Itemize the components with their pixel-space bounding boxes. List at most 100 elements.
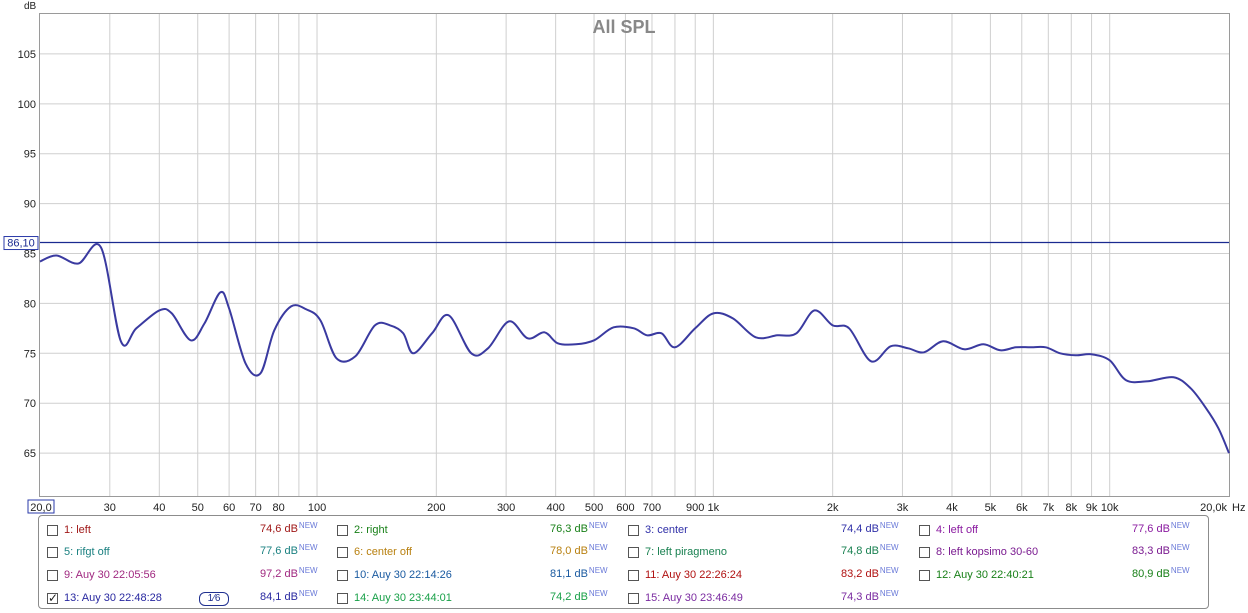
legend-label[interactable]: 5: rifgt off (64, 546, 110, 558)
legend-value: 81,1 dBNEW (550, 566, 608, 580)
legend-checkbox[interactable] (47, 569, 58, 581)
y-tick-label: 80 (24, 298, 36, 310)
x-tick-label: 40 (153, 502, 165, 514)
legend-value: 74,6 dBNEW (260, 521, 318, 535)
legend-item[interactable]: 1: left (47, 520, 91, 540)
x-tick-label: 9k (1086, 502, 1098, 514)
x-tick-label: 400 (546, 502, 564, 514)
legend-item[interactable]: 15: Auy 30 23:46:49 (628, 588, 743, 608)
legend-label[interactable]: 11: Auy 30 22:26:24 (645, 569, 743, 581)
x-tick-label: 8k (1065, 502, 1077, 514)
legend-label[interactable]: 2: right (354, 524, 388, 536)
legend-value: 76,3 dBNEW (550, 521, 608, 535)
x-tick-label: 200 (427, 502, 445, 514)
legend-item[interactable]: 10: Auy 30 22:14:26 (337, 565, 452, 585)
legend-item[interactable]: 13: Auy 30 22:48:28 (47, 588, 162, 608)
x-tick-label: 30 (104, 502, 116, 514)
y-tick-label: 100 (18, 99, 36, 111)
x-tick-label: 600 (616, 502, 634, 514)
legend-label[interactable]: 10: Auy 30 22:14:26 (354, 569, 452, 581)
legend-checkbox[interactable] (628, 592, 639, 604)
legend-item[interactable]: 4: left off (919, 520, 978, 540)
legend-value: 83,3 dBNEW (1132, 543, 1190, 557)
new-tag: NEW (879, 566, 899, 575)
x-tick-label: 900 (686, 502, 704, 514)
legend-item[interactable]: 6: center off (337, 542, 412, 562)
x-tick-label: 20,0k (1200, 502, 1227, 514)
legend-value: 97,2 dBNEW (260, 566, 318, 580)
x-tick-label: 300 (497, 502, 515, 514)
x-tick-label: 5k (985, 502, 997, 514)
legend-checkbox[interactable] (47, 546, 58, 558)
x-start-box[interactable] (27, 499, 55, 514)
legend-item[interactable]: 8: left kopsimo 30-60 (919, 542, 1038, 562)
x-tick-label[interactable]: 20,0 (30, 502, 51, 514)
legend-label[interactable]: 8: left kopsimo 30-60 (936, 546, 1039, 558)
legend-checkbox[interactable] (337, 524, 348, 536)
new-tag: NEW (588, 566, 608, 575)
legend-label[interactable]: 1: left (64, 524, 91, 536)
legend-checkbox[interactable] (337, 546, 348, 558)
legend-value: 80,9 dBNEW (1132, 566, 1190, 580)
legend-label[interactable]: 15: Auy 30 23:46:49 (645, 592, 743, 604)
legend-item[interactable]: 14: Auy 30 23:44:01 (337, 588, 452, 608)
new-tag: NEW (588, 543, 608, 552)
y-tick-label: 95 (24, 149, 36, 161)
legend-item[interactable]: 5: rifgt off (47, 542, 110, 562)
series-group (39, 243, 1230, 454)
x-tick-label: 700 (643, 502, 661, 514)
legend-label[interactable]: 12: Auy 30 22:40:21 (936, 569, 1034, 581)
new-tag: NEW (879, 521, 899, 530)
legend-item[interactable]: 12: Auy 30 22:40:21 (919, 565, 1034, 585)
legend-label[interactable]: 14: Auy 30 23:44:01 (354, 592, 452, 604)
legend-label[interactable]: 9: Auy 30 22:05:56 (64, 569, 156, 581)
new-tag: NEW (588, 589, 608, 598)
legend-label[interactable]: 4: left off (936, 524, 978, 536)
reference-level-box[interactable] (3, 236, 39, 251)
measurement-legend: 1: left 74,6 dBNEW 2: right 76,3 dBNEW 3: ce… (38, 515, 1209, 609)
legend-value: 77,6 dBNEW (260, 543, 318, 557)
chart-title: All SPL (592, 17, 655, 37)
legend-label[interactable]: 13: Auy 30 22:48:28 (64, 592, 162, 604)
legend-checkbox[interactable] (337, 569, 348, 581)
legend-item[interactable]: 2: right (337, 520, 388, 540)
spl-series-line (39, 243, 1230, 454)
y-tick-label: 70 (24, 398, 36, 410)
legend-label[interactable]: 7: left piragmeno (645, 546, 727, 558)
y-tick-labels: 65 70 75 80 85 90 95 100 105 (18, 49, 36, 460)
new-tag: NEW (298, 589, 318, 598)
y-tick-label: 65 (24, 448, 36, 460)
new-tag: NEW (298, 521, 318, 530)
x-tick-label: 60 (223, 502, 235, 514)
reference-level-label[interactable]: 86,10 (7, 238, 35, 250)
legend-checkbox[interactable] (919, 569, 930, 581)
legend-checkbox[interactable] (628, 569, 639, 581)
legend-checkbox[interactable] (47, 524, 58, 536)
legend-checkbox[interactable] (628, 546, 639, 558)
legend-value: 74,8 dBNEW (841, 543, 899, 557)
legend-checkbox[interactable] (47, 591, 58, 605)
legend-label[interactable]: 3: center (645, 524, 688, 536)
y-tick-label: 90 (24, 199, 36, 211)
legend-label[interactable]: 6: center off (354, 546, 412, 558)
legend-value: 83,2 dBNEW (841, 566, 899, 580)
legend-item[interactable]: 7: left piragmeno (628, 542, 727, 562)
x-tick-label: 6k (1016, 502, 1028, 514)
grid-lines (40, 14, 1229, 496)
legend-item[interactable]: 11: Auy 30 22:26:24 (628, 565, 742, 585)
legend-checkbox[interactable] (337, 592, 348, 604)
legend-item[interactable]: 3: center (628, 520, 688, 540)
new-tag: NEW (879, 589, 899, 598)
x-tick-label: 10k (1101, 502, 1119, 514)
legend-value: 78,0 dBNEW (550, 543, 608, 557)
y-axis-label: dB (24, 1, 37, 12)
smoothing-badge[interactable]: 1⁄6 (199, 592, 229, 606)
legend-checkbox[interactable] (628, 524, 639, 536)
legend-checkbox[interactable] (919, 524, 930, 536)
legend-value: 74,2 dBNEW (550, 589, 608, 603)
x-tick-label: 500 (585, 502, 603, 514)
legend-checkbox[interactable] (919, 546, 930, 558)
new-tag: NEW (588, 521, 608, 530)
legend-item[interactable]: 9: Auy 30 22:05:56 (47, 565, 156, 585)
y-tick-label: 105 (18, 49, 36, 61)
